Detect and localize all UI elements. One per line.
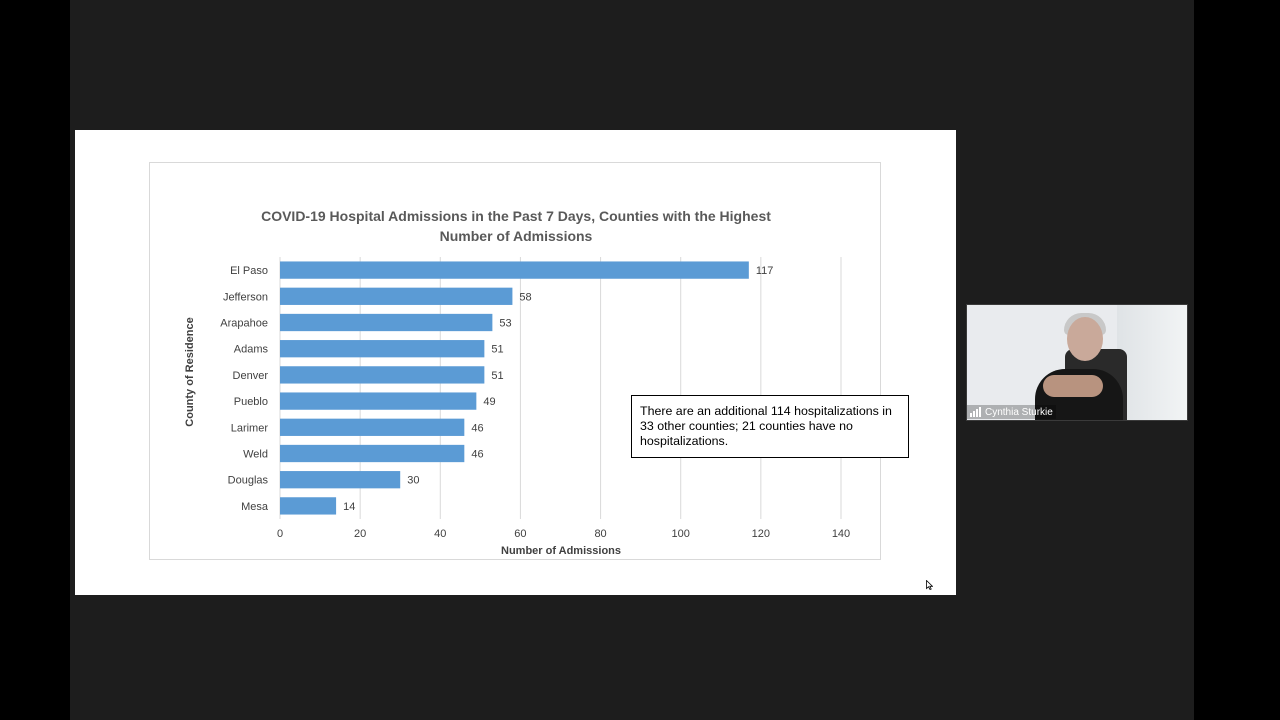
participant-name: Cynthia Sturkie [985, 406, 1053, 418]
x-tick-label: 80 [594, 528, 606, 540]
data-label: 58 [519, 291, 531, 303]
x-tick-label: 40 [434, 528, 446, 540]
bar-larimer [280, 418, 465, 436]
admissions-bar-chart: COVID-19 Hospital Admissions in the Past… [184, 208, 850, 557]
data-label: 49 [483, 396, 495, 408]
category-label: Mesa [241, 501, 269, 513]
bar-douglas [280, 471, 401, 489]
chart-title-line-2: Number of Admissions [440, 228, 593, 244]
category-label: Arapahoe [220, 318, 268, 330]
bar-el-paso [280, 261, 749, 279]
annotation-box: There are an additional 114 hospitalizat… [631, 395, 909, 458]
bar-adams [280, 340, 485, 358]
data-label: 51 [491, 370, 503, 382]
x-axis-title: Number of Admissions [501, 545, 621, 557]
category-label: Larimer [231, 422, 269, 434]
x-tick-label: 20 [354, 528, 366, 540]
data-label: 14 [343, 501, 355, 513]
signal-strength-icon [970, 407, 981, 417]
participant-name-tag: Cynthia Sturkie [967, 405, 1056, 419]
x-tick-label: 100 [672, 528, 690, 540]
participant-head [1067, 317, 1103, 361]
category-label: Adams [234, 344, 269, 356]
x-tick-label: 60 [514, 528, 526, 540]
data-label: 46 [471, 449, 483, 461]
chart-title-line-1: COVID-19 Hospital Admissions in the Past… [261, 208, 771, 224]
bar-pueblo [280, 392, 477, 410]
participant-hands [1043, 375, 1103, 397]
x-tick-label: 140 [832, 528, 850, 540]
data-label: 51 [491, 344, 503, 356]
data-label: 30 [407, 475, 419, 487]
data-label: 53 [499, 318, 511, 330]
category-label: Weld [243, 449, 268, 461]
video-background [1117, 305, 1187, 420]
chart-frame: COVID-19 Hospital Admissions in the Past… [149, 162, 909, 560]
bar-arapahoe [280, 313, 493, 332]
category-label: Douglas [228, 475, 269, 487]
bar-weld [280, 444, 465, 463]
data-label: 117 [756, 265, 774, 277]
category-label: Denver [233, 370, 269, 382]
y-axis-title: County of Residence [184, 317, 196, 426]
bar-mesa [280, 497, 337, 515]
mouse-pointer-icon [926, 580, 933, 590]
category-label: Jefferson [223, 291, 268, 303]
category-label: Pueblo [234, 396, 268, 408]
chart-bars [280, 261, 749, 515]
bar-jefferson [280, 287, 513, 305]
data-label: 46 [471, 422, 483, 434]
shared-slide: COVID-19 Hospital Admissions in the Past… [75, 130, 956, 595]
x-tick-label: 0 [277, 528, 283, 540]
x-tick-label: 120 [752, 528, 770, 540]
category-label: El Paso [230, 265, 268, 277]
bar-denver [280, 366, 485, 384]
participant-video-tile[interactable]: Cynthia Sturkie [966, 304, 1188, 421]
chart-labels: 0 20 40 60 80 100 120 140 El Paso 117 Jefferson 58 A… [220, 265, 850, 540]
